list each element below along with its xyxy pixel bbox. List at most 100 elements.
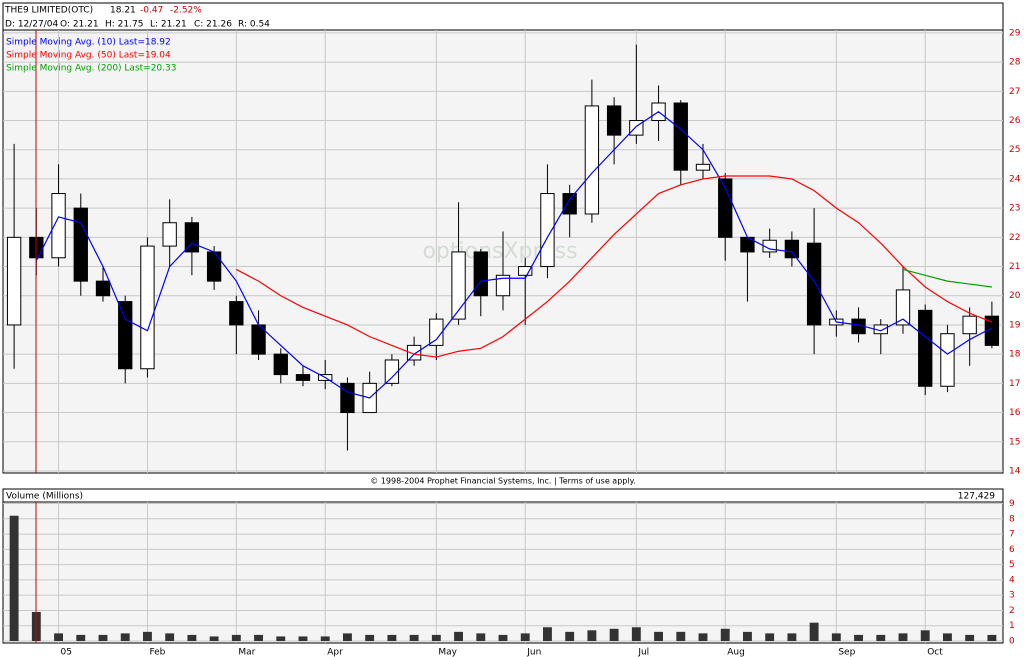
- candle-body: [718, 178, 733, 238]
- candle-body: [962, 315, 977, 335]
- volume-bar: [276, 636, 286, 642]
- y-tick-label: 18: [1009, 350, 1021, 360]
- volume-bar: [565, 631, 575, 642]
- candle-body: [895, 289, 911, 326]
- x-tick-label: Oct: [927, 648, 943, 657]
- volume-bar: [654, 631, 663, 642]
- candle-body: [384, 359, 400, 384]
- volume-bar: [476, 633, 486, 642]
- volume-bar: [409, 634, 419, 642]
- grid: [3, 30, 1003, 643]
- candle-body: [229, 301, 244, 326]
- marks: [6, 44, 1000, 642]
- volume-bar: [898, 633, 908, 642]
- candle-body: [784, 239, 800, 259]
- candle-body: [162, 222, 177, 247]
- y-tick-label: 24: [1009, 174, 1021, 184]
- volume-bar: [454, 631, 463, 642]
- legend-entry: Simple Moving Avg. (200) Last=20.33: [6, 64, 176, 74]
- legend-entry: Simple Moving Avg. (50) Last=19.04: [6, 51, 171, 61]
- header-panel: [2, 2, 1004, 31]
- volume-panel: [2, 488, 1004, 644]
- close: C: 21.26: [194, 20, 232, 30]
- y-tick-label: 4: [1009, 575, 1015, 585]
- y-tick-label: 1: [1009, 621, 1015, 631]
- candle-body: [918, 309, 933, 387]
- y-tick-label: 29: [1009, 28, 1021, 38]
- x-tick-label: Jul: [637, 648, 649, 657]
- volume-bar: [54, 633, 63, 642]
- candle-body: [95, 280, 111, 297]
- x-tick-label: Sep: [838, 648, 855, 657]
- y-tick-label: 3: [1009, 591, 1015, 601]
- candle-body: [51, 193, 66, 259]
- y-tick-label: 20: [1009, 291, 1021, 301]
- sma-line: [35, 111, 993, 399]
- volume-bar: [231, 634, 241, 642]
- x-tick-label: Feb: [149, 648, 165, 657]
- candle-body: [451, 251, 466, 320]
- volume-bar: [298, 636, 308, 642]
- candle-body: [495, 274, 511, 297]
- candle-body: [606, 105, 622, 136]
- candle-body: [206, 251, 222, 282]
- volume-bar: [920, 630, 930, 642]
- volume-last: 127,429: [958, 492, 995, 502]
- x-tick-label: Apr: [327, 648, 343, 657]
- volume-bar: [187, 634, 197, 642]
- candle-body: [273, 353, 288, 376]
- volume-bar: [965, 634, 975, 642]
- y-tick-label: 14: [1009, 466, 1021, 476]
- y-tick-label: 22: [1009, 233, 1020, 243]
- y-tick-label: 16: [1009, 408, 1021, 418]
- volume-header: [2, 488, 1004, 503]
- volume-bar: [676, 631, 686, 642]
- volume-bar: [631, 627, 641, 642]
- y-tick-label: 27: [1009, 87, 1020, 97]
- candle-body: [118, 301, 133, 370]
- y-tick-label: 23: [1009, 204, 1020, 214]
- volume-title: Volume (Millions): [6, 492, 83, 502]
- volume-bar: [831, 633, 841, 642]
- volume-bar: [143, 631, 152, 642]
- volume-bar: [387, 634, 397, 642]
- y-tick-label: 6: [1009, 545, 1015, 555]
- range: R: 0.54: [238, 20, 270, 30]
- candle-body: [940, 333, 955, 387]
- candle-body: [406, 344, 422, 361]
- volume-bar: [854, 634, 863, 642]
- volume-bar: [698, 633, 708, 642]
- volume-bar: [209, 636, 219, 642]
- y-tick-label: 26: [1009, 116, 1021, 126]
- volume-bar: [876, 634, 886, 642]
- volume-bar: [165, 633, 175, 642]
- y-tick-label: 25: [1009, 145, 1020, 155]
- y-tick-label: 2: [1009, 606, 1015, 616]
- volume-bar: [520, 633, 530, 642]
- candle-body: [806, 242, 822, 326]
- candle-body: [562, 193, 577, 215]
- x-tick-label: Aug: [727, 648, 745, 657]
- x-tick-label: Jun: [526, 648, 541, 657]
- x-tick-label: Mar: [238, 648, 255, 657]
- open: O: 21.21: [60, 20, 99, 30]
- sma-line: [236, 175, 993, 358]
- y-tick-label: 17: [1009, 379, 1020, 389]
- candle-body: [429, 318, 444, 346]
- sma-line: [902, 268, 992, 288]
- volume-bar: [809, 622, 819, 642]
- volume-bar: [765, 633, 775, 642]
- volume-bar: [431, 634, 441, 642]
- candle-body: [340, 382, 355, 414]
- candle-body: [140, 245, 155, 370]
- symbol: THE9 LIMITED(OTC): [4, 6, 93, 16]
- volume-bar: [609, 628, 619, 642]
- y-tick-label: 0: [1009, 637, 1015, 647]
- volume-bar: [320, 636, 330, 642]
- high: H: 21.75: [105, 20, 143, 30]
- volume-bar: [743, 631, 752, 642]
- volume-bar: [9, 515, 19, 642]
- candle-body: [695, 163, 711, 171]
- x-tick-label: May: [438, 648, 457, 657]
